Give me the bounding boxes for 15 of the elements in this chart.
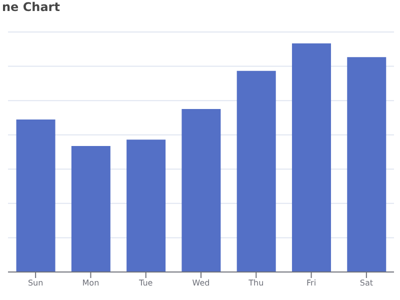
x-tick-label: Sat	[360, 278, 373, 288]
bar	[347, 57, 386, 272]
bar	[236, 70, 276, 272]
chart-title: ne Chart	[2, 0, 60, 14]
bar	[126, 140, 166, 272]
bar	[292, 43, 331, 272]
x-tick-label: Mon	[82, 278, 100, 288]
x-tick-label: Wed	[192, 278, 210, 288]
bar	[71, 146, 110, 272]
x-tick-label: Fri	[306, 278, 316, 288]
x-tick-label: Thu	[248, 278, 264, 288]
x-tick-label: Tue	[138, 278, 153, 288]
x-tick-label: Sun	[28, 278, 44, 288]
bar	[16, 120, 56, 272]
bar	[182, 109, 221, 272]
